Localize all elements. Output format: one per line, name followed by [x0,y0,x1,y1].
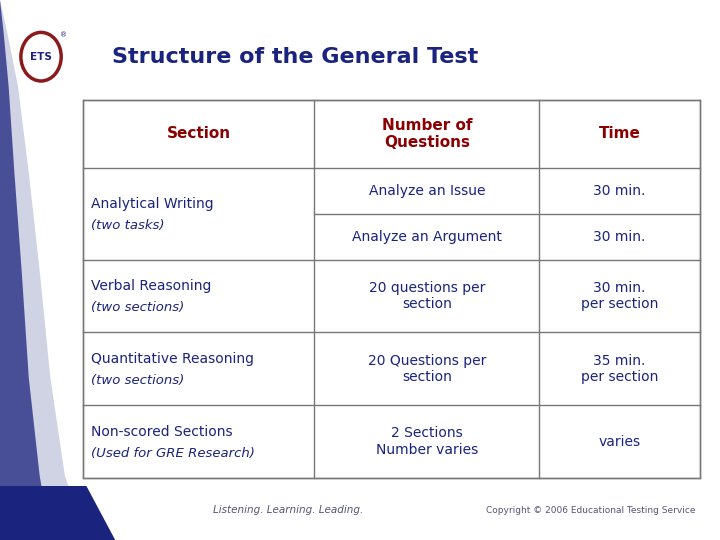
Text: Quantitative Reasoning: Quantitative Reasoning [91,352,254,366]
Text: (two sections): (two sections) [91,301,185,314]
Text: Analyze an Issue: Analyze an Issue [369,184,485,198]
Polygon shape [0,0,50,540]
Text: varies: varies [598,435,641,449]
Text: (two tasks): (two tasks) [91,219,165,232]
Ellipse shape [21,32,61,81]
Text: 2 Sections
Number varies: 2 Sections Number varies [376,427,478,457]
Text: Number of
Questions: Number of Questions [382,118,472,150]
Polygon shape [0,0,86,540]
Text: Analyze an Argument: Analyze an Argument [352,230,502,244]
Text: Verbal Reasoning: Verbal Reasoning [91,279,212,293]
Text: Non-scored Sections: Non-scored Sections [91,425,233,439]
Polygon shape [0,486,115,540]
Text: Structure of the General Test: Structure of the General Test [112,46,478,67]
Text: ETS: ETS [30,52,52,62]
Text: (Used for GRE Research): (Used for GRE Research) [91,447,256,460]
Text: Copyright © 2006 Educational Testing Service: Copyright © 2006 Educational Testing Ser… [486,506,695,515]
Text: 30 min.
per section: 30 min. per section [581,281,658,311]
Text: 20 questions per
section: 20 questions per section [369,281,485,311]
Text: 30 min.: 30 min. [593,184,646,198]
Bar [83,100,700,478]
Text: Time: Time [599,126,641,141]
Text: 30 min.: 30 min. [593,230,646,244]
Text: ®: ® [60,32,67,38]
Text: Analytical Writing: Analytical Writing [91,197,214,211]
Text: Section: Section [166,126,230,141]
Text: 35 min.
per section: 35 min. per section [581,354,658,384]
Text: (two sections): (two sections) [91,374,185,387]
Text: 20 Questions per
section: 20 Questions per section [368,354,486,384]
Text: Listening. Learning. Leading.: Listening. Learning. Leading. [213,505,363,515]
